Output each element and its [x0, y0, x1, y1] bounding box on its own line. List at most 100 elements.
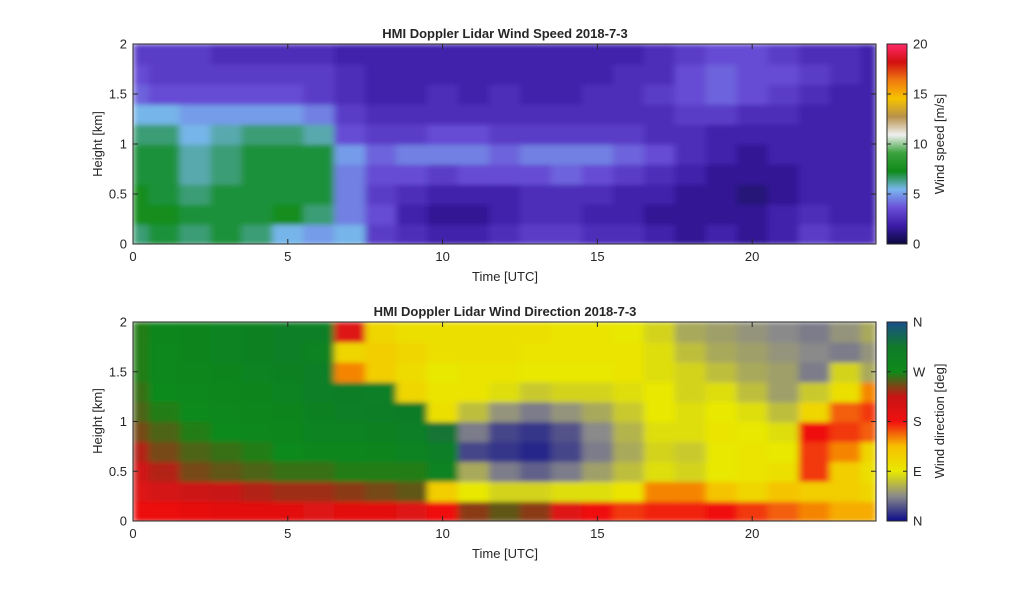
heatmap-cell — [643, 44, 676, 65]
heatmap-cell — [736, 44, 769, 65]
heatmap-cell — [427, 341, 459, 363]
heatmap-cell — [643, 461, 676, 482]
wind-direction-colorbar: N E S W N Wind direction [deg] — [886, 315, 947, 529]
heatmap-cell — [179, 322, 212, 343]
heatmap-cell — [241, 381, 274, 403]
heatmap-cell — [829, 481, 862, 502]
heatmap-cell — [519, 501, 552, 521]
heatmap-cell — [550, 421, 583, 443]
heatmap-cell — [798, 381, 831, 403]
heatmap-cell — [241, 481, 274, 502]
heatmap-cell — [396, 481, 428, 502]
heatmap-cell — [643, 164, 676, 185]
heatmap-cell — [581, 501, 614, 521]
heatmap-cell — [767, 461, 800, 482]
heatmap-cell — [133, 64, 150, 85]
heatmap-cell — [612, 481, 645, 502]
heatmap-cell — [427, 184, 459, 205]
heatmap-cell — [612, 64, 645, 85]
heatmap-cell — [365, 361, 397, 383]
wind-direction-colorbar-ticks: N E S W N — [887, 315, 926, 529]
heatmap-cell — [643, 481, 676, 502]
heatmap-cell — [798, 144, 831, 165]
heatmap-cell — [272, 361, 305, 383]
heatmap-cell — [643, 104, 676, 125]
heatmap-cell — [396, 421, 428, 443]
heatmap-cell — [736, 501, 769, 521]
heatmap-cell — [705, 224, 738, 244]
heatmap-cell — [860, 322, 876, 343]
heatmap-cell — [241, 204, 274, 225]
heatmap-cell — [767, 441, 800, 463]
heatmap-cell — [519, 341, 552, 363]
heatmap-cell — [705, 164, 738, 185]
heatmap-cell — [179, 124, 212, 145]
heatmap-cell — [133, 461, 150, 482]
heatmap-cell — [241, 64, 274, 85]
heatmap-cell — [489, 361, 521, 383]
heatmap-cell — [458, 44, 490, 65]
heatmap-cell — [798, 322, 831, 343]
heatmap-cell — [133, 84, 150, 105]
heatmap-cell — [612, 381, 645, 403]
heatmap-cell — [396, 224, 428, 244]
heatmap-cell — [519, 224, 552, 244]
heatmap-cell — [334, 124, 366, 145]
heatmap-cell — [829, 381, 862, 403]
heatmap-cell — [179, 224, 212, 244]
heatmap-cell — [519, 401, 552, 423]
heatmap-cell — [396, 461, 428, 482]
heatmap-cell — [365, 401, 397, 423]
heatmap-cell — [427, 84, 459, 105]
heatmap-cell — [241, 441, 274, 463]
heatmap-cell — [133, 341, 150, 363]
heatmap-cell — [519, 322, 552, 343]
heatmap-cell — [427, 441, 459, 463]
heatmap-cell — [334, 44, 366, 65]
heatmap-cell — [334, 164, 366, 185]
heatmap-cell — [550, 84, 583, 105]
heatmap-cell — [705, 204, 738, 225]
heatmap-cell — [365, 164, 397, 185]
heatmap-cell — [736, 361, 769, 383]
x-tick-label: 10 — [435, 526, 449, 541]
heatmap-cell — [674, 144, 707, 165]
colorbar-tick-label: 5 — [913, 187, 920, 202]
heatmap-cell — [829, 461, 862, 482]
heatmap-cell — [829, 421, 862, 443]
heatmap-cell — [396, 124, 428, 145]
heatmap-cell — [581, 341, 614, 363]
heatmap-cell — [550, 461, 583, 482]
heatmap-cell — [581, 381, 614, 403]
heatmap-cell — [272, 224, 305, 244]
heatmap-cell — [767, 164, 800, 185]
heatmap-cell — [133, 204, 150, 225]
wind-speed-heatmap — [132, 43, 877, 245]
heatmap-cell — [705, 461, 738, 482]
heatmap-cell — [519, 204, 552, 225]
wind-direction-cells — [133, 322, 876, 521]
heatmap-cell — [489, 341, 521, 363]
heatmap-cell — [705, 44, 738, 65]
heatmap-cell — [133, 164, 150, 185]
heatmap-cell — [860, 481, 876, 502]
heatmap-cell — [334, 361, 366, 383]
wind-direction-x-axis: 0 5 10 15 20 — [129, 322, 759, 541]
heatmap-cell — [550, 381, 583, 403]
heatmap-cell — [736, 124, 769, 145]
heatmap-cell — [148, 204, 181, 225]
heatmap-cell — [396, 84, 428, 105]
heatmap-cell — [365, 64, 397, 85]
heatmap-cell — [860, 224, 876, 244]
heatmap-cell — [148, 224, 181, 244]
heatmap-cell — [458, 361, 490, 383]
heatmap-cell — [272, 501, 305, 521]
heatmap-cell — [179, 164, 212, 185]
heatmap-cell — [272, 322, 305, 343]
heatmap-cell — [767, 421, 800, 443]
heatmap-cell — [489, 84, 521, 105]
heatmap-cell — [581, 84, 614, 105]
heatmap-cell — [860, 361, 876, 383]
heatmap-cell — [736, 481, 769, 502]
heatmap-cell — [133, 421, 150, 443]
